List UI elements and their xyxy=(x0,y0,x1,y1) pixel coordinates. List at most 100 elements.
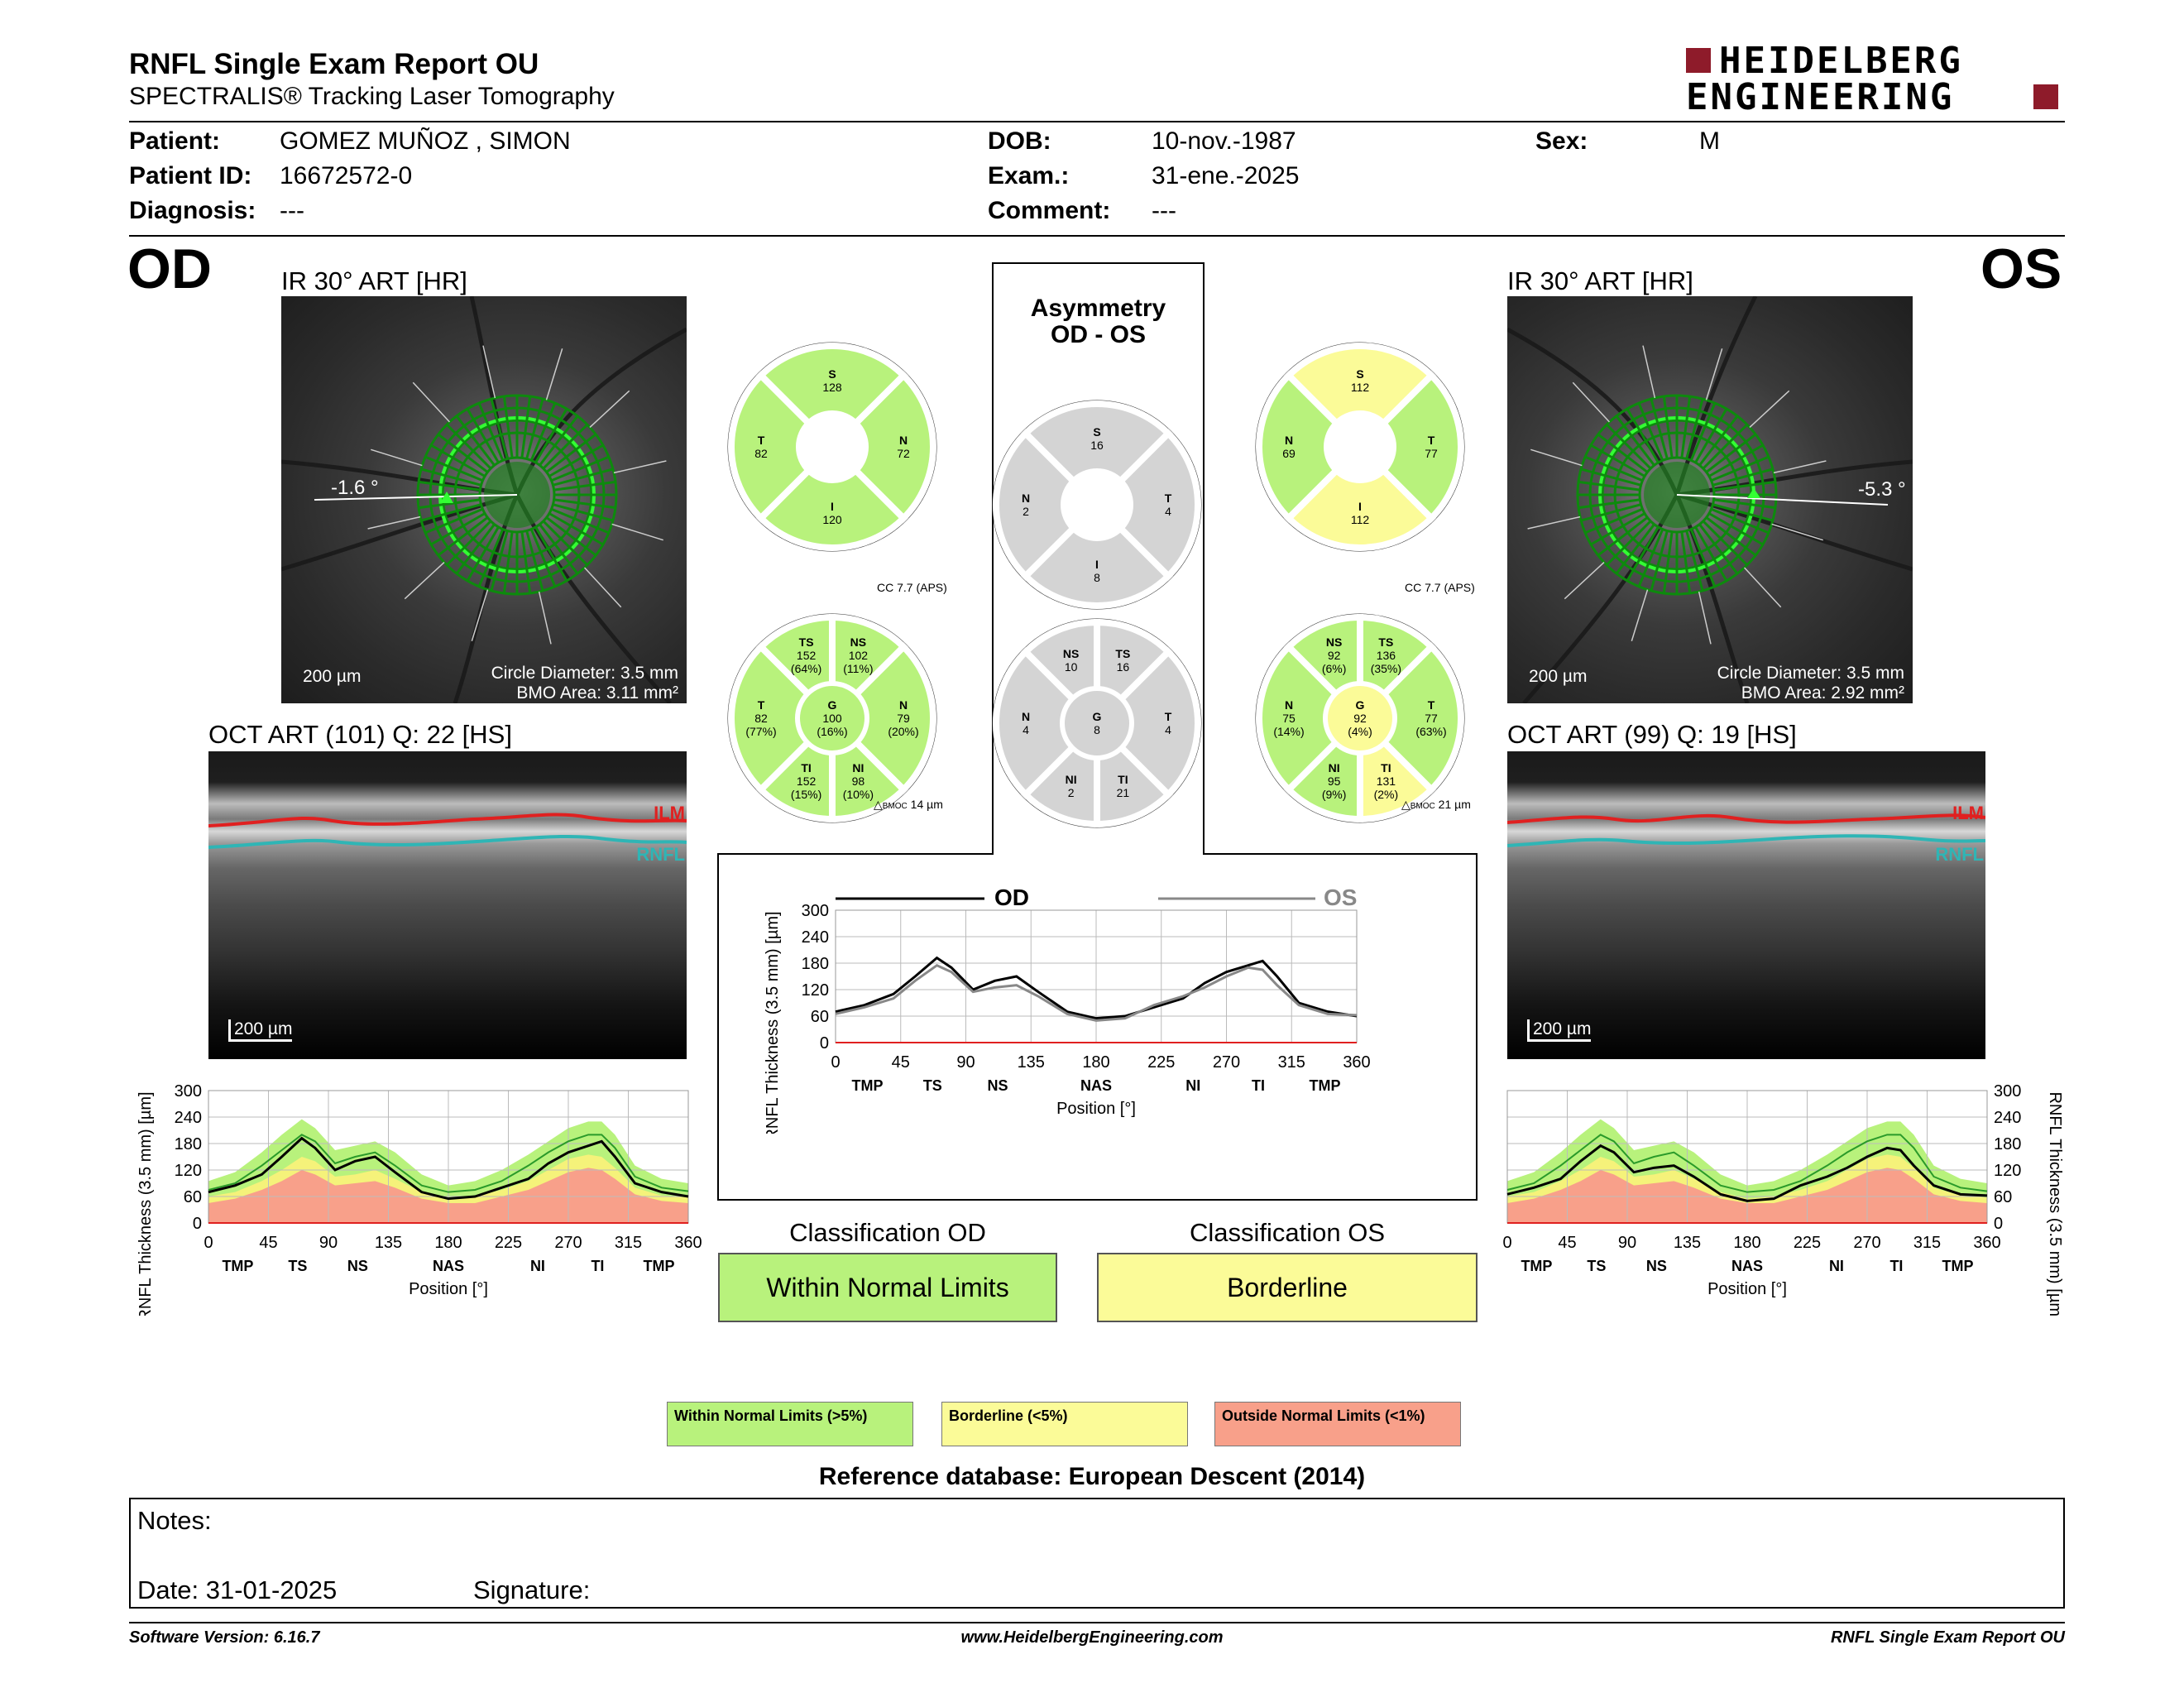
od6-label-ti: TI 152 (15%) xyxy=(790,760,822,801)
region-label: TMP xyxy=(644,1258,675,1274)
asymmetry-title: Asymmetry xyxy=(1030,295,1166,322)
logo-line1: HEIDELBERG xyxy=(1719,40,1963,82)
asym4-sector-s xyxy=(1021,400,1173,487)
x-tick-label: 90 xyxy=(956,1053,975,1072)
region-label: TMP xyxy=(222,1258,253,1274)
os4-sector-t xyxy=(1378,371,1464,523)
region-label: TI xyxy=(591,1258,604,1274)
y-tick-label: 180 xyxy=(802,955,829,973)
od-classification-box: Within Normal Limits xyxy=(718,1253,1057,1322)
region-label: NS xyxy=(987,1077,1008,1094)
x-tick-label: 225 xyxy=(495,1234,522,1252)
comment: --- xyxy=(1152,197,1176,224)
os-rnfl-label: RNFL xyxy=(1935,844,1984,865)
footer-url: www.HeidelbergEngineering.com xyxy=(960,1628,1224,1647)
asym6-label-ni: NI 2 xyxy=(1065,772,1077,799)
os6-label-t: T 77 (63%) xyxy=(1415,698,1447,738)
y-axis-label: RNFL Thickness (3.5 mm) [µm] xyxy=(764,911,782,1134)
od6-label-ns: NS 102 (11%) xyxy=(843,635,874,676)
x-tick-label: 180 xyxy=(434,1234,462,1252)
notes-signature: Signature: xyxy=(473,1575,591,1604)
footer-version: Software Version: 6.16.7 xyxy=(129,1628,320,1647)
od6-label-n: N 79 (20%) xyxy=(888,698,919,738)
region-label: TMP xyxy=(1310,1077,1341,1094)
x-tick-label: 270 xyxy=(554,1234,582,1252)
os-fundus-image: -5.3 ° 200 µm Circle Diameter: 3.5 mm BM… xyxy=(1507,296,1913,703)
x-tick-label: 360 xyxy=(1343,1053,1370,1072)
diagnosis-label: Diagnosis: xyxy=(129,197,256,224)
series-line-od xyxy=(208,1136,689,1201)
od4-sector-i xyxy=(756,465,908,551)
y-tick-label: 300 xyxy=(802,902,829,920)
sex-label: Sex: xyxy=(1535,127,1588,155)
patient-id: 16672572-0 xyxy=(280,162,413,189)
x-tick-label: 0 xyxy=(204,1234,213,1252)
legend-borderline: Borderline (<5%) xyxy=(941,1402,1188,1446)
os-scale: 200 µm xyxy=(1529,667,1588,686)
notes-label: Notes: xyxy=(137,1506,212,1535)
asym4-sector-n xyxy=(993,429,1079,581)
footer-divider xyxy=(129,1622,2065,1623)
x-tick-label: 315 xyxy=(615,1234,642,1252)
x-tick-label: 315 xyxy=(1913,1234,1941,1252)
region-label: NAS xyxy=(433,1258,464,1274)
heidelberg-logo: HEIDELBERG ENGINEERING xyxy=(1686,40,2067,118)
od4-label-s: S 128 xyxy=(822,367,842,394)
region-label: NAS xyxy=(1080,1077,1112,1094)
os6-label-n: N 75 (14%) xyxy=(1273,698,1305,738)
x-tick-label: 45 xyxy=(259,1234,277,1252)
x-tick-label: 180 xyxy=(1082,1053,1109,1072)
region-label: NAS xyxy=(1731,1258,1763,1274)
x-tick-label: 315 xyxy=(1278,1053,1305,1072)
dob: 10-nov.-1987 xyxy=(1152,127,1296,155)
od-rnfl-label: RNFL xyxy=(636,844,685,865)
x-tick-label: 45 xyxy=(892,1053,910,1072)
y-axis-label: RNFL Thickness (3.5 mm) [µm] xyxy=(136,1091,155,1316)
region-label: NS xyxy=(1646,1258,1667,1274)
series-line-od xyxy=(835,956,1358,1020)
legend-os-label: OS xyxy=(1324,885,1357,910)
od-bmo-area: BMO Area: 3.11 mm² xyxy=(516,683,678,703)
asym6-label-ti: TI 21 xyxy=(1116,772,1130,799)
asym4-sector-t xyxy=(1115,429,1201,581)
os-oct-scale: 200 µm xyxy=(1527,1019,1592,1042)
asymmetry-subtitle: OD - OS xyxy=(1050,321,1146,348)
report-subtitle: SPECTRALIS® Tracking Laser Tomography xyxy=(129,83,615,110)
od-classification-label: Classification OD xyxy=(789,1218,986,1247)
legend-outside-normal: Outside Normal Limits (<1%) xyxy=(1214,1402,1461,1446)
os-ilm-label: ILM xyxy=(1952,803,1984,823)
x-tick-label: 45 xyxy=(1558,1234,1576,1252)
od-oct-scale: 200 µm xyxy=(228,1019,293,1042)
y-tick-label: 240 xyxy=(1994,1109,2021,1127)
os6-label-ni: NI 95 (9%) xyxy=(1321,760,1347,801)
os6-sector-g xyxy=(1323,681,1397,755)
od-ir-title: IR 30° ART [HR] xyxy=(281,266,467,295)
x-tick-label: 270 xyxy=(1213,1053,1240,1072)
sex: M xyxy=(1699,127,1720,155)
os4-label-t: T 77 xyxy=(1425,434,1438,460)
patient-label: Patient: xyxy=(129,127,221,155)
y-tick-label: 240 xyxy=(802,928,829,947)
os4-sector-s xyxy=(1284,343,1436,429)
os6-label-ts: TS 136 (35%) xyxy=(1370,635,1402,676)
region-label: NI xyxy=(1829,1258,1844,1274)
os-bmo-area: BMO Area: 2.92 mm² xyxy=(1741,683,1904,703)
asym6-sector-g xyxy=(1060,686,1134,760)
region-label: TMP xyxy=(852,1077,884,1094)
os-classification-label: Classification OS xyxy=(1189,1218,1386,1247)
os6-label-g: G 92 (4%) xyxy=(1348,698,1372,738)
region-label: TS xyxy=(288,1258,307,1274)
os4-label-s: S 112 xyxy=(1350,367,1370,394)
notes-date: Date: 31-01-2025 xyxy=(137,1575,338,1604)
os-eye-label: OS xyxy=(1980,237,2062,300)
region-label: TS xyxy=(923,1077,942,1094)
os-oct-image: ILM RNFL 200 µm xyxy=(1507,751,1985,1059)
od-circle-diameter: Circle Diameter: 3.5 mm xyxy=(491,664,678,683)
region-label: NS xyxy=(347,1258,368,1274)
x-tick-label: 360 xyxy=(674,1234,702,1252)
asym6-label-ns: NS 10 xyxy=(1062,647,1080,674)
header-divider xyxy=(129,121,2065,122)
series-line-os xyxy=(835,963,1358,1022)
od4-sector-n xyxy=(850,371,936,523)
